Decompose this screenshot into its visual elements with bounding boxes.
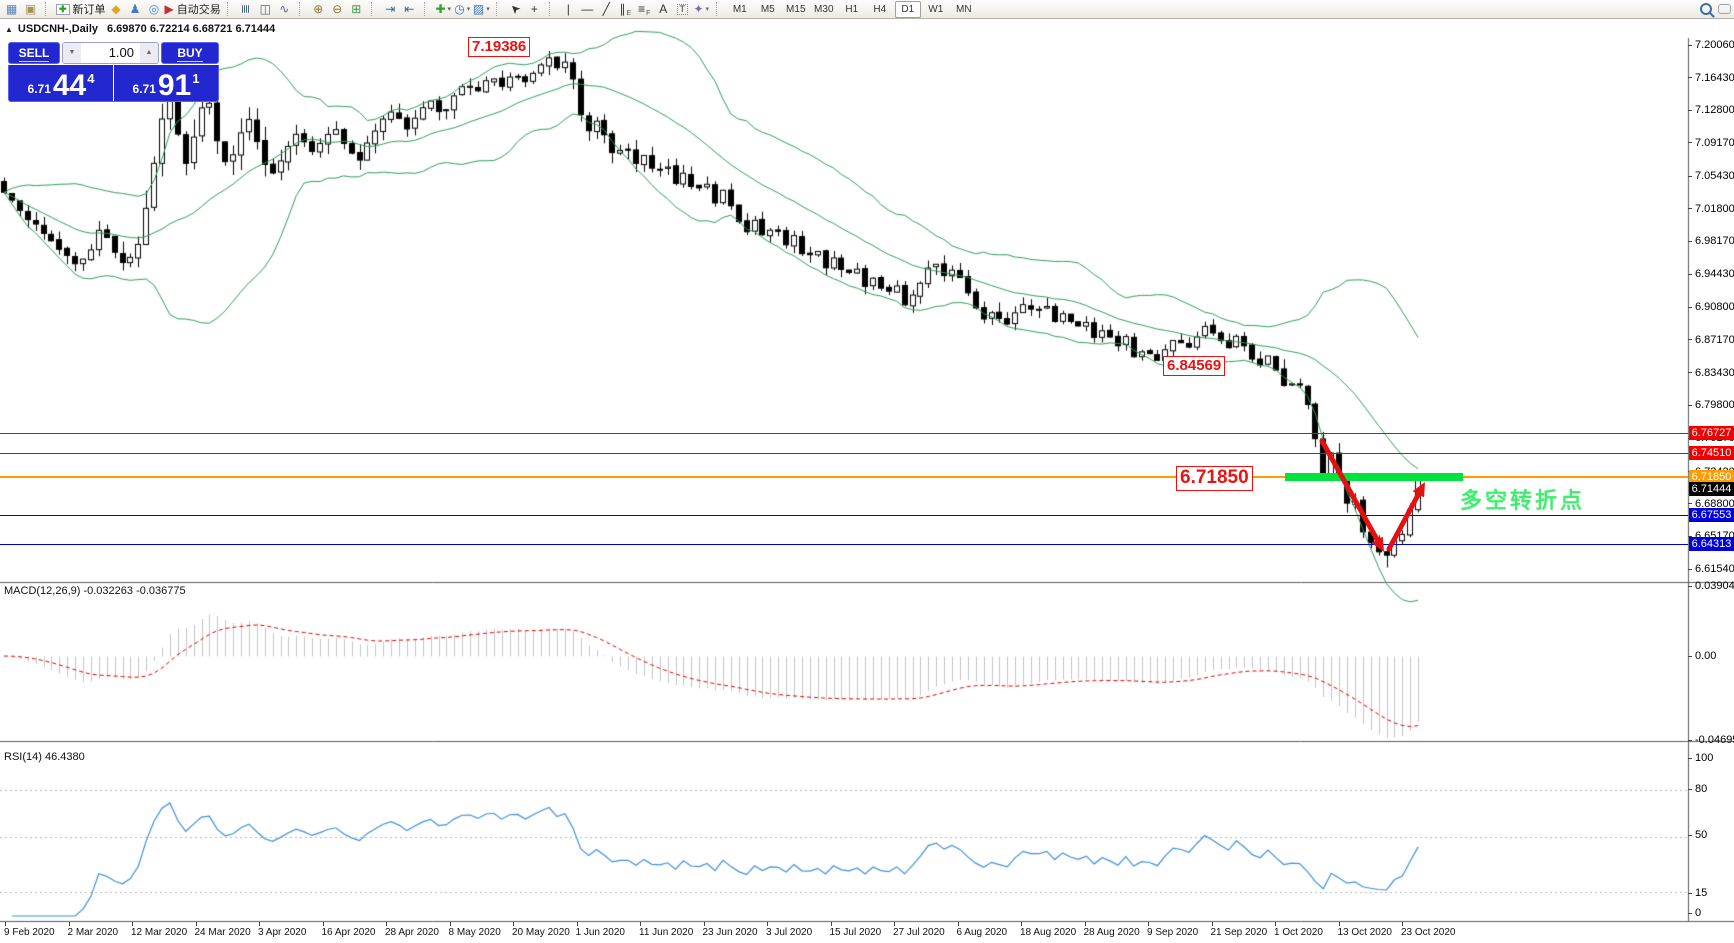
line-chart-mode-icon[interactable]: ∿ bbox=[279, 2, 290, 16]
timeframe-m5[interactable]: M5 bbox=[760, 3, 775, 15]
timeframe-m1[interactable]: M1 bbox=[732, 3, 747, 15]
timeframe-w1[interactable]: W1 bbox=[928, 3, 944, 15]
timeframe-m15[interactable]: M15 bbox=[786, 3, 806, 15]
chat-icon[interactable] bbox=[1716, 1, 1733, 17]
search-icon[interactable] bbox=[1697, 1, 1714, 17]
crosshair-icon[interactable]: + bbox=[530, 2, 538, 16]
buy-price-sup: 1 bbox=[192, 71, 200, 86]
text-icon[interactable]: A bbox=[659, 2, 668, 16]
sell-price-button[interactable]: 6.71 44 4 bbox=[9, 65, 114, 101]
price-annotation-level[interactable]: 6.71850 bbox=[1176, 466, 1253, 491]
price-annotation-mid[interactable]: 6.84569 bbox=[1163, 356, 1226, 376]
channel-icon[interactable]: ∥ E bbox=[619, 2, 632, 17]
toolbar-separator bbox=[45, 2, 52, 16]
toolbar-separator bbox=[298, 2, 306, 16]
buy-button-label: BUY bbox=[177, 46, 203, 62]
volume-increase-button[interactable]: ▲ bbox=[140, 43, 158, 63]
sell-price-sup: 4 bbox=[87, 71, 95, 86]
buy-price-button[interactable]: 6.71 91 1 bbox=[114, 65, 218, 101]
one-click-collapse-icon[interactable]: ▲ bbox=[5, 24, 13, 34]
buy-price-big: 91 bbox=[157, 68, 192, 102]
toolbar-separator bbox=[226, 2, 234, 16]
timeframe-m30[interactable]: M30 bbox=[814, 3, 834, 15]
fibonacci-icon[interactable]: ≡ F bbox=[638, 2, 651, 17]
macd-label: MACD(12,26,9) -0.032263 -0.036775 bbox=[4, 585, 186, 597]
green-level-bar[interactable] bbox=[1285, 472, 1463, 481]
one-click-trading-panel: SELL ▼ 1.00 ▲ BUY 6.71 44 4 6.71 91 1 bbox=[8, 42, 219, 102]
toolbar: ▦ ▣ ✚ 新订单 ◆ ♟ ◎ ▶ 自动交易 ≣ ◫ ∿ ⊕ ⊖ ⊞ ⇥ ⇤ ✚ ▾ ◷ ▾ ▨ ▾ ➤ + | — ╱ ∥ E ≡ F A T ✦… bbox=[0, 0, 1734, 19]
cursor-icon[interactable]: ➤ bbox=[506, 0, 524, 18]
vertical-line-icon[interactable]: | bbox=[566, 2, 570, 16]
sell-price-small: 6.71 bbox=[27, 82, 51, 96]
symbol-title: USDCNH-,Daily bbox=[17, 23, 98, 35]
volume-decrease-button[interactable]: ▼ bbox=[63, 43, 81, 63]
print-preview-icon[interactable]: ▣ bbox=[24, 2, 37, 16]
shapes-icon[interactable]: ✦ ▾ bbox=[693, 2, 710, 16]
auto-trading-button[interactable]: ▶ 自动交易 bbox=[164, 2, 221, 16]
symbol-bar: ▲ USDCNH-,Daily 6.69870 6.72214 6.68721 … bbox=[0, 21, 1734, 37]
timeframe-d1[interactable]: D1 bbox=[894, 0, 921, 18]
new-order-button[interactable]: ✚ 新订单 bbox=[56, 1, 106, 17]
horizontal-line-icon[interactable]: — bbox=[581, 2, 594, 16]
new-chart-icon[interactable]: ▦ bbox=[5, 2, 18, 16]
label-icon[interactable]: T bbox=[674, 1, 691, 17]
buy-price-small: 6.71 bbox=[132, 82, 156, 96]
sell-button[interactable]: SELL bbox=[8, 42, 60, 64]
bar-chart-mode-icon[interactable]: ≣ bbox=[239, 3, 254, 15]
trendline-icon[interactable]: ╱ bbox=[602, 2, 610, 16]
symbol-ohlc-values: 6.69870 6.72214 6.68721 6.71444 bbox=[107, 23, 276, 35]
styler-icon[interactable]: ◆ bbox=[111, 2, 121, 16]
expert-advisor-icon[interactable]: ♟ bbox=[129, 2, 141, 16]
tile-windows-icon[interactable]: ⊞ bbox=[351, 2, 362, 16]
timeframe-mn[interactable]: MN bbox=[956, 3, 972, 15]
period-icon[interactable]: ◷ ▾ bbox=[454, 2, 471, 16]
signals-icon[interactable]: ◎ bbox=[148, 2, 160, 16]
timeframe-h1[interactable]: H1 bbox=[845, 3, 859, 15]
template-icon[interactable]: ▨ ▾ bbox=[472, 2, 490, 16]
sell-button-label: SELL bbox=[18, 46, 50, 62]
chart-shift-icon[interactable]: ⇤ bbox=[404, 2, 415, 16]
zoom-in-icon[interactable]: ⊕ bbox=[313, 2, 324, 16]
price-annotation-high[interactable]: 7.19386 bbox=[468, 37, 531, 57]
toolbar-separator bbox=[715, 2, 723, 16]
timeframe-h4[interactable]: H4 bbox=[873, 3, 887, 15]
buy-button[interactable]: BUY bbox=[161, 42, 219, 64]
volume-control: ▼ 1.00 ▲ bbox=[62, 42, 159, 64]
toolbar-separator bbox=[495, 2, 503, 16]
candlestick-mode-icon[interactable]: ◫ bbox=[259, 2, 271, 16]
sell-price-big: 44 bbox=[52, 68, 87, 102]
volume-input[interactable]: 1.00 bbox=[108, 45, 134, 60]
zoom-out-icon[interactable]: ⊖ bbox=[332, 2, 343, 16]
toolbar-separator bbox=[548, 2, 556, 16]
auto-scroll-icon[interactable]: ⇥ bbox=[385, 2, 396, 16]
toolbar-separator bbox=[370, 2, 378, 16]
rsi-label: RSI(14) 46.4380 bbox=[4, 751, 85, 763]
turning-point-note[interactable]: 多空转折点 bbox=[1460, 488, 1586, 513]
add-indicator-icon[interactable]: ✚ ▾ bbox=[435, 2, 452, 16]
toolbar-separator bbox=[423, 2, 431, 16]
